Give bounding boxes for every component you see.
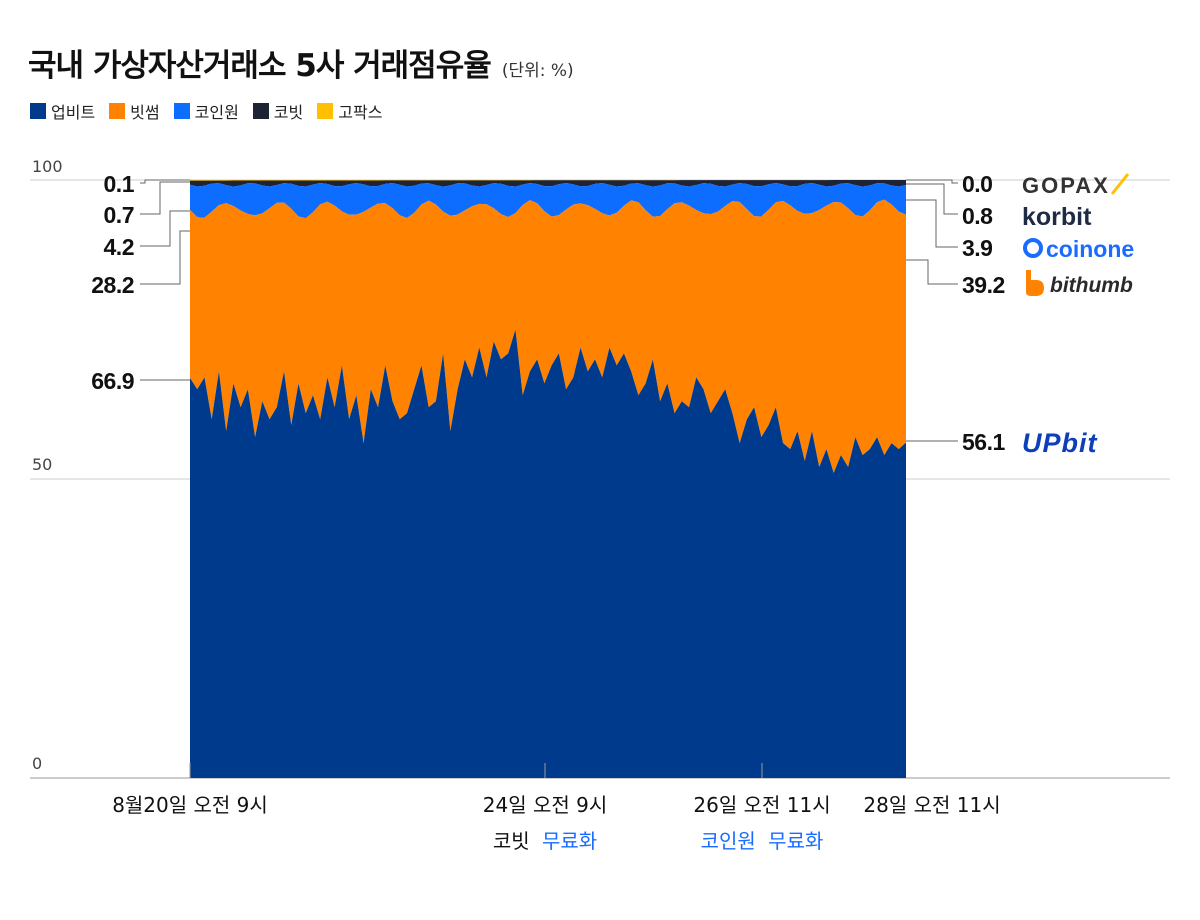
legend-swatch (173, 103, 190, 119)
legend-item-coinone: 코인원 (173, 99, 239, 123)
legend: 업비트 빗썸 코인원 코빗 고팍스 (30, 99, 382, 123)
start-value-coinone: 4.2 (104, 234, 134, 260)
legend-swatch (30, 103, 46, 119)
chart-unit: (단위: %) (501, 61, 574, 81)
y-tick-label: 0 (32, 754, 42, 773)
legend-item-korbit: 코빗 (252, 99, 304, 123)
end-value-upbit: 56.1 (962, 429, 1005, 455)
title-row: 국내 가상자산거래소 5사 거래점유율 (단위: %) (28, 40, 574, 85)
event-highlight: 무료화 (542, 829, 597, 853)
leader-line (906, 199, 958, 248)
legend-label: 업비트 (51, 103, 96, 122)
coinone-logo: coinone (1023, 236, 1134, 262)
event-annotation-coinone: 코인원 무료화 (701, 829, 824, 853)
x-label: 24일 오전 9시 (483, 793, 608, 817)
leader-line (906, 259, 958, 285)
leader-line (906, 179, 958, 184)
event-prefix: 코인원 (701, 829, 756, 853)
start-value-upbit: 66.9 (91, 368, 134, 394)
end-value-coinone: 3.9 (962, 235, 992, 261)
right-leaders (906, 179, 958, 442)
bithumb-logo-mark (1026, 270, 1044, 296)
legend-item-gopax: 고팍스 (317, 99, 382, 123)
y-tick-label: 50 (32, 455, 52, 474)
legend-item-upbit: 업비트 (30, 99, 95, 123)
legend-label: 코빗 (273, 103, 304, 122)
leader-line (140, 210, 190, 247)
leader-line (906, 183, 958, 215)
event-highlight: 무료화 (768, 829, 823, 853)
legend-swatch (109, 103, 126, 119)
start-value-korbit: 0.7 (104, 202, 134, 228)
end-value-bithumb: 39.2 (962, 272, 1005, 298)
end-value-korbit: 0.8 (962, 203, 993, 229)
event-annotation-korbit: 코빗 무료화 (493, 829, 597, 853)
chart-title: 국내 가상자산거래소 5사 거래점유율 (28, 48, 492, 84)
series-area-korbit (190, 180, 906, 187)
series-area-bithumb (190, 199, 906, 474)
event-prefix: 코빗 (493, 829, 530, 853)
series-area-coinone (190, 182, 906, 219)
legend-label: 빗썸 (130, 103, 160, 122)
legend-item-bithumb: 빗썸 (109, 99, 160, 123)
bithumb-logo-text: bithumb (1050, 274, 1133, 297)
bithumb-logo: bithumb (1026, 270, 1133, 297)
series-area-gopax (190, 180, 906, 181)
gopax-logo: GOPAX (1022, 173, 1130, 198)
y-tick-label: 100 (32, 157, 63, 176)
upbit-logo: UPbit (1022, 428, 1098, 458)
x-label: 26일 오전 11시 (693, 793, 830, 817)
legend-label: 코인원 (194, 103, 239, 122)
legend-label: 고팍스 (338, 103, 383, 122)
coinone-logo-mark (1023, 238, 1043, 258)
x-label: 28일 오전 11시 (863, 793, 1000, 817)
gopax-logo-accent (1110, 173, 1130, 195)
start-value-gopax: 0.1 (104, 171, 135, 197)
left-leaders (140, 179, 190, 381)
series-layers (190, 180, 906, 778)
legend-swatch (317, 103, 334, 119)
leader-line (140, 179, 190, 184)
end-value-gopax: 0.0 (962, 171, 992, 197)
legend-swatch (252, 103, 269, 119)
korbit-logo: korbit (1022, 203, 1092, 231)
coinone-logo-text: coinone (1046, 236, 1134, 262)
x-label: 8월20일 오전 9시 (112, 793, 268, 817)
gopax-logo-text: GOPAX (1022, 173, 1110, 198)
leader-line (140, 230, 190, 285)
series-area-upbit (190, 329, 906, 778)
start-value-bithumb: 28.2 (91, 272, 134, 298)
leader-line (140, 181, 190, 215)
